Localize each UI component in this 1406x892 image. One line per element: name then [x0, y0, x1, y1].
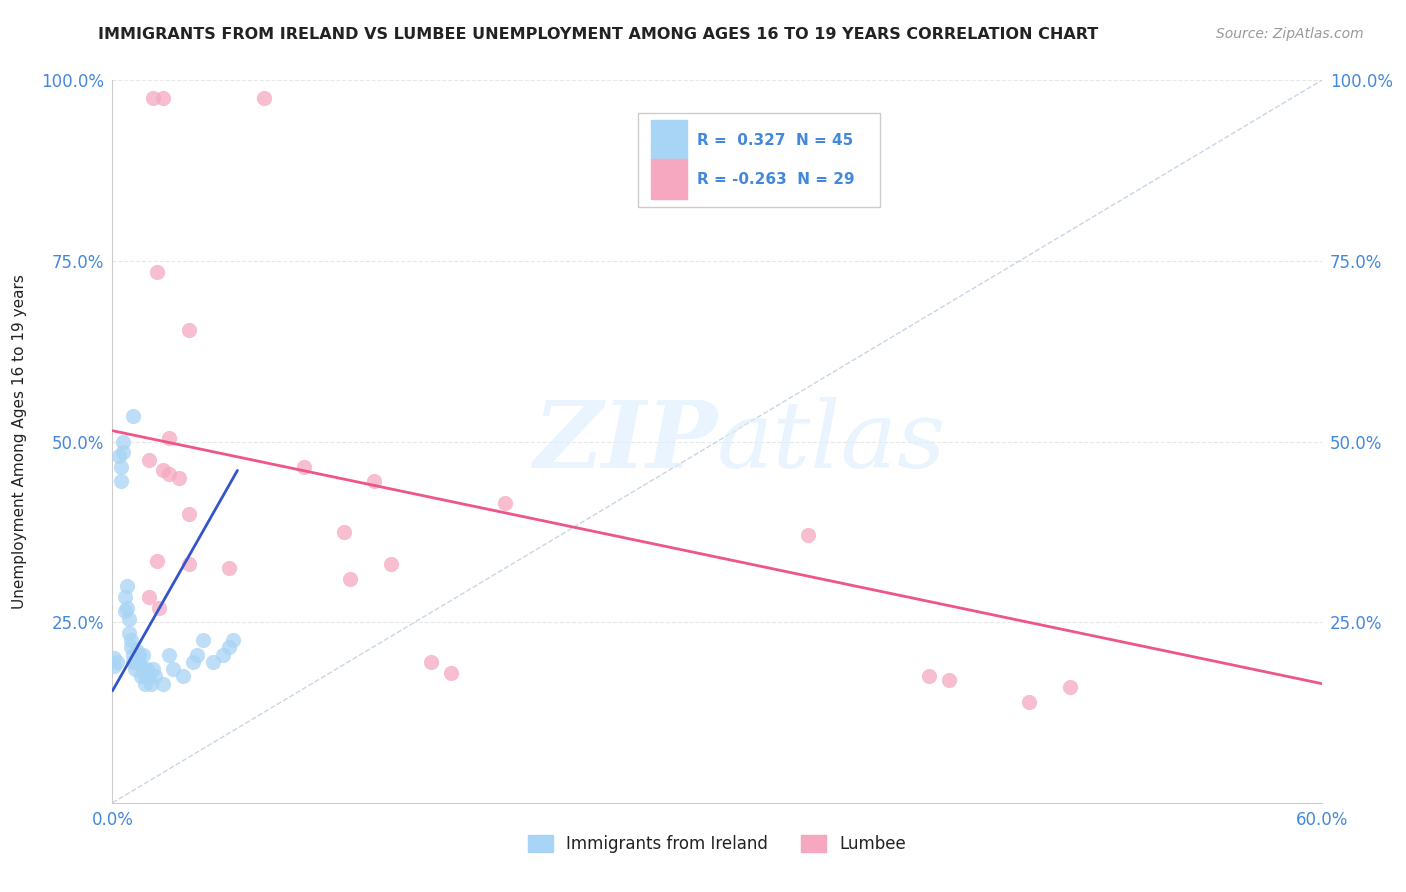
Point [419, 655, 441, 669]
Point [152, 91, 174, 105]
Point [146, 554, 169, 568]
Point [152, 463, 174, 477]
Point [143, 669, 166, 683]
Point [796, 528, 818, 542]
FancyBboxPatch shape [638, 112, 880, 207]
Point [142, 662, 165, 676]
Point [115, 600, 138, 615]
Text: ZIP: ZIP [533, 397, 717, 486]
Text: R = -0.263  N = 29: R = -0.263 N = 29 [696, 172, 853, 186]
Point [146, 265, 169, 279]
Point [135, 662, 157, 676]
FancyBboxPatch shape [651, 120, 686, 161]
Point [495, 496, 517, 510]
Point [114, 590, 136, 604]
Point [172, 669, 194, 683]
Text: R =  0.327  N = 45: R = 0.327 N = 45 [696, 133, 853, 148]
Point [292, 459, 315, 474]
FancyBboxPatch shape [651, 160, 686, 199]
Point [105, 655, 128, 669]
Point [177, 322, 200, 336]
Text: atlas: atlas [717, 397, 946, 486]
Point [128, 655, 150, 669]
Point [128, 648, 150, 662]
Point [134, 676, 156, 690]
Point [218, 561, 240, 575]
Point [157, 431, 180, 445]
Point [124, 662, 146, 676]
Point [181, 655, 204, 669]
Point [110, 459, 132, 474]
Point [212, 648, 235, 662]
Point [117, 626, 139, 640]
Point [115, 579, 138, 593]
Point [110, 475, 132, 489]
Point [138, 669, 160, 683]
Point [134, 669, 156, 683]
Point [103, 658, 125, 673]
Point [167, 470, 190, 484]
Point [148, 600, 170, 615]
Point [138, 590, 160, 604]
Point [157, 648, 180, 662]
Point [103, 651, 125, 665]
Point [120, 640, 142, 655]
Point [124, 655, 146, 669]
Point [363, 475, 385, 489]
Text: IMMIGRANTS FROM IRELAND VS LUMBEE UNEMPLOYMENT AMONG AGES 16 TO 19 YEARS CORRELA: IMMIGRANTS FROM IRELAND VS LUMBEE UNEMPL… [98, 27, 1098, 42]
Point [218, 640, 240, 655]
Point [1059, 680, 1081, 694]
Point [162, 662, 184, 676]
Point [186, 648, 208, 662]
Point [132, 648, 155, 662]
Point [120, 633, 142, 648]
Point [380, 558, 402, 572]
Point [121, 655, 143, 669]
Text: Source: ZipAtlas.com: Source: ZipAtlas.com [1216, 27, 1364, 41]
Point [132, 662, 155, 676]
Point [1018, 695, 1040, 709]
Point [177, 507, 200, 521]
Point [333, 524, 356, 539]
Point [339, 572, 361, 586]
Point [152, 676, 174, 690]
Point [139, 676, 162, 690]
Point [177, 558, 200, 572]
Legend: Immigrants from Ireland, Lumbee: Immigrants from Ireland, Lumbee [522, 828, 912, 860]
Point [111, 434, 134, 449]
Y-axis label: Unemployment Among Ages 16 to 19 years: Unemployment Among Ages 16 to 19 years [13, 274, 27, 609]
Point [253, 91, 276, 105]
Point [191, 633, 214, 648]
Point [157, 467, 180, 481]
Point [111, 445, 134, 459]
Point [121, 648, 143, 662]
Point [202, 655, 225, 669]
Point [129, 669, 152, 683]
Point [107, 449, 129, 463]
Point [918, 669, 941, 683]
Point [125, 644, 148, 658]
Point [142, 91, 165, 105]
Point [121, 409, 143, 424]
Point [222, 633, 245, 648]
Point [938, 673, 960, 687]
Point [114, 604, 136, 618]
Point [440, 665, 463, 680]
Point [117, 611, 139, 625]
Point [138, 452, 160, 467]
